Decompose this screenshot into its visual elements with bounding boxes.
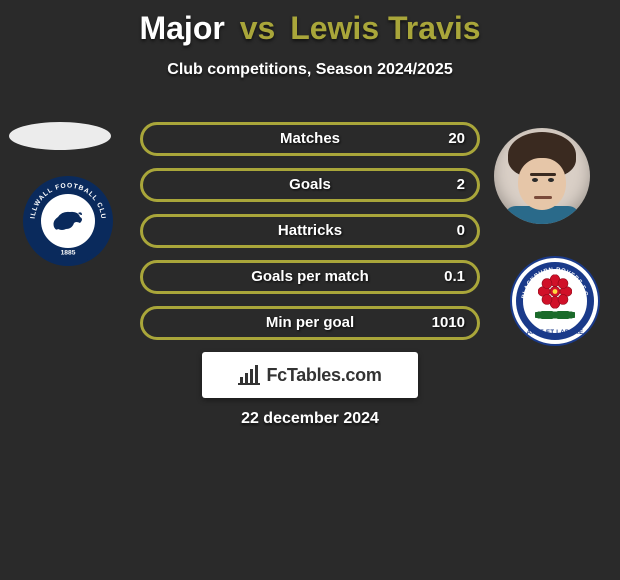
avatar-face <box>518 158 566 210</box>
avatar-mouth <box>534 196 552 199</box>
date-text: 22 december 2024 <box>0 410 620 428</box>
crest-inner <box>41 194 95 248</box>
player1-avatar-placeholder <box>9 122 111 150</box>
bar-chart-icon <box>238 365 260 385</box>
stat-right: 2 <box>457 176 465 193</box>
player1-club-crest: MILLWALL FOOTBALL CLUB 1885 <box>23 176 113 266</box>
stat-row-goals: Goals 2 <box>140 168 480 202</box>
avatar-eye-left <box>532 178 538 182</box>
avatar-eye-right <box>548 178 554 182</box>
stat-right: 0.1 <box>444 268 465 285</box>
lion-icon <box>48 201 88 241</box>
brand-text: FcTables.com <box>266 365 381 386</box>
crest-motto: ARTE ET LABORE <box>527 330 584 336</box>
stat-label: Goals <box>289 176 331 193</box>
stat-label: Min per goal <box>266 314 354 331</box>
brand-badge: FcTables.com <box>202 352 418 398</box>
stat-row-hattricks: Hattricks 0 <box>140 214 480 248</box>
title-vs: vs <box>240 10 276 46</box>
title-player1: Major <box>139 10 224 46</box>
page-title: Major vs Lewis Travis <box>0 0 620 47</box>
stat-right: 20 <box>448 130 465 147</box>
stat-right: 1010 <box>432 314 465 331</box>
stat-right: 0 <box>457 222 465 239</box>
stat-row-min-per-goal: Min per goal 1010 <box>140 306 480 340</box>
title-player2: Lewis Travis <box>290 10 480 46</box>
stat-row-matches: Matches 20 <box>140 122 480 156</box>
stat-row-goals-per-match: Goals per match 0.1 <box>140 260 480 294</box>
leaves-icon <box>535 308 575 322</box>
player2-avatar <box>494 128 590 224</box>
stat-label: Goals per match <box>251 268 369 285</box>
avatar-brow <box>530 173 556 176</box>
stats-area: Matches 20 Goals 2 Hattricks 0 Goals per… <box>140 122 480 352</box>
subtitle: Club competitions, Season 2024/2025 <box>0 61 620 79</box>
crest-year: 1885 <box>61 249 76 256</box>
stat-label: Hattricks <box>278 222 342 239</box>
stat-label: Matches <box>280 130 340 147</box>
player2-club-crest: BLACKBURN ROVERS F.C. ARTE ET LABORE <box>510 256 600 346</box>
